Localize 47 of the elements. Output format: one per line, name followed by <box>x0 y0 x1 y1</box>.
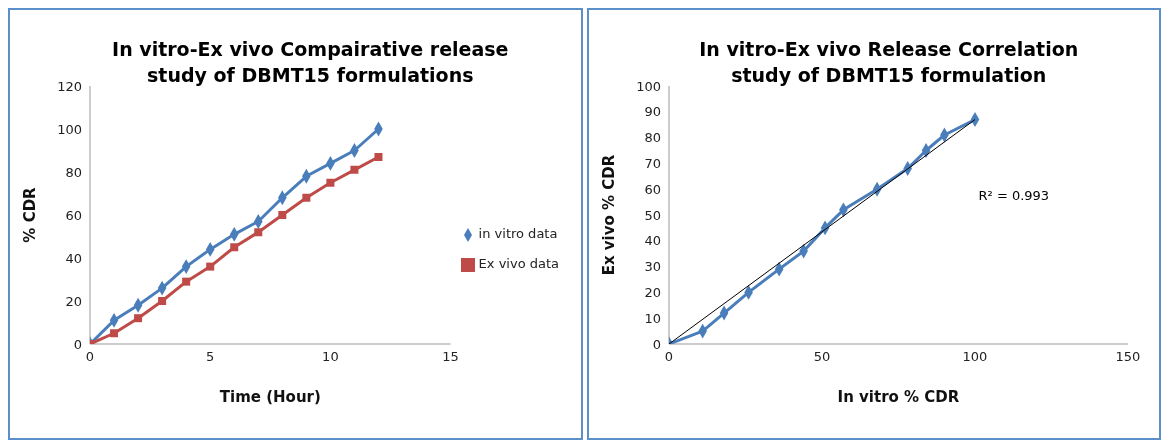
point <box>326 178 335 187</box>
y-tick-label: 0 <box>73 336 82 352</box>
point <box>374 152 383 161</box>
x-tick-label: 10 <box>322 349 339 365</box>
y-axis-title: Ex vivo % CDR <box>599 154 618 276</box>
y-axis-title: % CDR <box>21 186 40 243</box>
point <box>278 211 287 219</box>
x-axis-title: In vitro % CDR <box>837 388 960 406</box>
y-tick-label: 100 <box>635 78 661 94</box>
point <box>110 329 119 338</box>
x-tick-label: 100 <box>962 349 987 365</box>
y-tick-label: 80 <box>65 164 82 180</box>
x-axis-title: Time (Hour) <box>219 388 321 406</box>
point <box>230 243 239 252</box>
y-tick-label: 10 <box>643 310 661 326</box>
point <box>254 228 263 237</box>
y-tick-label: 20 <box>643 285 661 301</box>
x-tick-label: 5 <box>206 349 215 365</box>
x-tick-label: 0 <box>85 349 95 365</box>
y-tick-label: 20 <box>65 293 82 309</box>
y-tick-label: 0 <box>652 336 661 352</box>
point <box>302 193 311 202</box>
y-tick-label: 40 <box>65 250 82 266</box>
chart-title: In vitro-Ex vivo Release Correlation study of DBMT15 formulation <box>698 37 1080 86</box>
y-tick-label: 60 <box>65 207 82 223</box>
point <box>206 262 215 271</box>
x-tick-label: 15 <box>442 349 459 365</box>
y-tick-label: 50 <box>643 207 661 223</box>
point <box>182 277 191 286</box>
point <box>134 314 143 323</box>
x-tick-label: 50 <box>813 349 830 365</box>
y-tick-label: 100 <box>57 121 82 137</box>
chart-title: In vitro-Ex vivo Compairative release study of DBMT15 formulations <box>111 37 510 86</box>
point <box>350 165 359 174</box>
y-tick-label: 90 <box>643 104 661 120</box>
annotation: R² = 0.993 <box>978 188 1050 203</box>
y-tick-label: 30 <box>643 259 661 275</box>
y-tick-label: 70 <box>643 156 661 172</box>
x-tick-label: 0 <box>664 349 673 365</box>
point <box>158 297 167 305</box>
x-tick-label: 150 <box>1115 349 1140 365</box>
legend-label: Ex vivo data <box>478 256 559 271</box>
y-tick-label: 80 <box>643 130 661 146</box>
y-tick-label: 120 <box>57 78 82 94</box>
legend-label: in vitro data <box>478 226 558 241</box>
y-tick-label: 60 <box>643 181 661 197</box>
y-tick-label: 40 <box>643 233 661 249</box>
